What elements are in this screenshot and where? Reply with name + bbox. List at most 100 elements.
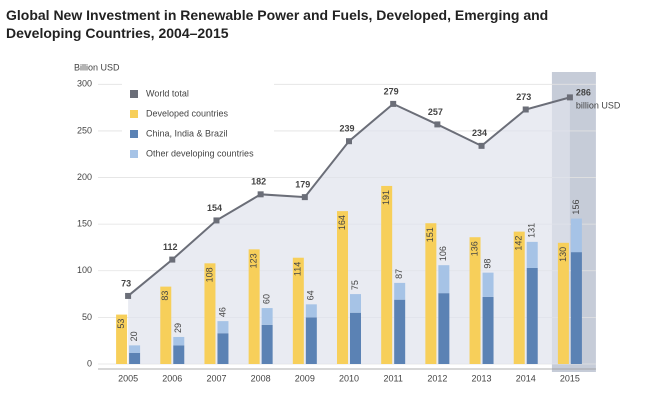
bar xyxy=(438,293,450,364)
value-label: 142 xyxy=(514,236,524,251)
value-label: 114 xyxy=(293,262,303,276)
value-label: 279 xyxy=(384,86,399,96)
value-label: 273 xyxy=(516,92,531,102)
x-tick-label: 2006 xyxy=(162,373,182,383)
legend-swatch xyxy=(130,150,138,158)
bar xyxy=(350,294,361,313)
bar xyxy=(394,299,406,364)
point xyxy=(566,94,573,101)
value-label: 239 xyxy=(339,124,354,134)
value-label: 75 xyxy=(350,280,360,290)
point xyxy=(346,138,352,145)
value-label: 286 xyxy=(576,88,591,98)
x-tick-label: 2005 xyxy=(118,373,138,383)
bar xyxy=(173,345,185,364)
x-tick-label: 2010 xyxy=(339,373,359,383)
point xyxy=(434,121,441,128)
value-label: 20 xyxy=(129,331,139,341)
x-tick-label: 2014 xyxy=(516,373,536,383)
value-label: 257 xyxy=(428,107,443,117)
y-tick-label: 50 xyxy=(82,312,92,322)
legend-label: Developed countries xyxy=(146,108,229,118)
bar xyxy=(482,272,494,297)
value-label: 191 xyxy=(381,190,391,205)
value-label: 131 xyxy=(527,223,537,238)
bar xyxy=(116,314,128,364)
bar xyxy=(438,265,450,294)
value-label: 64 xyxy=(306,290,316,300)
bar xyxy=(337,211,348,364)
bar xyxy=(305,317,317,364)
y-tick-label: 0 xyxy=(87,358,92,368)
y-tick-label: 150 xyxy=(77,219,92,229)
bar xyxy=(217,321,229,334)
bar xyxy=(173,336,185,346)
y-tick-label: 200 xyxy=(77,172,92,182)
legend-label: China, India & Brazil xyxy=(146,128,228,138)
x-tick-label: 2012 xyxy=(427,373,447,383)
bar xyxy=(469,237,481,364)
value-label: 108 xyxy=(204,267,214,282)
bar xyxy=(381,185,393,364)
legend-swatch xyxy=(130,90,138,98)
bar xyxy=(160,286,172,364)
value-label: 46 xyxy=(217,307,227,317)
value-label: 83 xyxy=(160,291,170,301)
value-label: 179 xyxy=(295,180,310,190)
point xyxy=(125,292,132,299)
value-label: 87 xyxy=(394,269,404,279)
bar xyxy=(292,257,304,364)
bar xyxy=(204,263,216,364)
x-tick-label: 2015 xyxy=(560,373,580,383)
value-label: 123 xyxy=(249,253,259,268)
point xyxy=(522,106,529,113)
bar xyxy=(482,296,494,364)
bar xyxy=(570,252,582,364)
value-label: 130 xyxy=(558,247,568,262)
bar xyxy=(350,312,361,364)
x-tick-label: 2008 xyxy=(251,373,271,383)
value-label: 98 xyxy=(482,259,492,269)
bar xyxy=(557,242,569,364)
point xyxy=(478,142,485,149)
legend-box xyxy=(122,82,274,168)
point xyxy=(301,194,308,201)
bar xyxy=(129,352,141,364)
bar xyxy=(513,231,525,364)
x-tick-label: 2009 xyxy=(295,373,315,383)
legend-swatch xyxy=(130,110,138,118)
value-label: 53 xyxy=(116,319,126,329)
value-label: 156 xyxy=(571,200,581,215)
value-label: 164 xyxy=(337,215,347,230)
value-label: 60 xyxy=(262,294,272,304)
value-label: 112 xyxy=(163,242,178,252)
x-tick-label: 2011 xyxy=(384,373,403,383)
value-label: 154 xyxy=(207,203,222,213)
bar xyxy=(261,308,273,325)
bar xyxy=(261,324,273,364)
point xyxy=(257,191,264,198)
y-tick-label: 250 xyxy=(77,125,92,135)
bar xyxy=(570,218,582,253)
point xyxy=(213,217,220,224)
chart-title: Global New Investment in Renewable Power… xyxy=(6,7,549,41)
legend-label: World total xyxy=(146,88,189,98)
bar xyxy=(394,282,406,300)
value-label: 234 xyxy=(472,128,487,138)
value-label: 29 xyxy=(173,323,183,333)
bar xyxy=(526,241,538,268)
value-label: 106 xyxy=(438,246,448,261)
value-label: 136 xyxy=(469,241,479,256)
bar xyxy=(526,267,538,364)
legend-label: Other developing countries xyxy=(146,148,254,158)
value-label: 73 xyxy=(121,278,131,288)
x-tick-label: 2013 xyxy=(472,373,492,383)
y-tick-label: 300 xyxy=(77,79,92,89)
bar xyxy=(248,249,260,364)
value-label: 182 xyxy=(251,177,266,187)
annotation: billion USD xyxy=(576,101,621,111)
bar xyxy=(217,333,229,364)
bar xyxy=(425,223,437,364)
